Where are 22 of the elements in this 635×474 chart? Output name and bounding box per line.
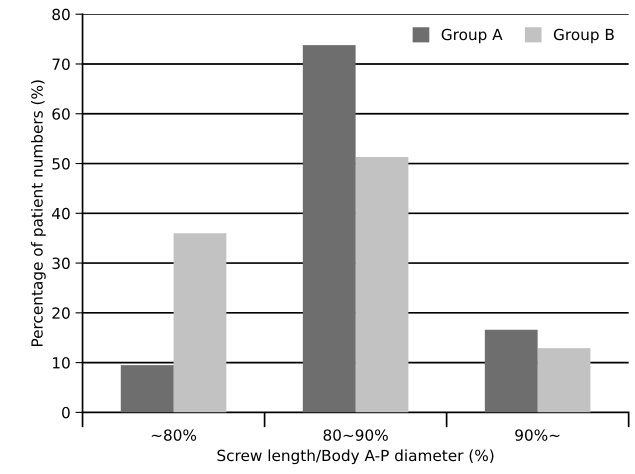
y-tick-label: 30 <box>52 258 70 270</box>
x-axis-title: Screw length/Body A-P diameter (%) <box>217 449 494 464</box>
y-tick-label: 50 <box>52 158 70 170</box>
x-tick-label: 80~90% <box>324 429 388 441</box>
y-tick-label: 10 <box>52 357 70 369</box>
y-tick-label: 60 <box>52 108 70 120</box>
bar <box>356 157 408 412</box>
y-tick-label: 70 <box>52 58 70 70</box>
y-tick-label: 40 <box>52 208 70 220</box>
bar <box>174 233 226 412</box>
bar <box>120 365 174 412</box>
y-axis-title: Percentage of patient numbers (%) <box>30 80 46 346</box>
y-tick-label: 0 <box>62 406 70 418</box>
y-tick-label: 20 <box>52 307 70 319</box>
bar <box>484 330 538 412</box>
bar <box>538 348 590 412</box>
y-tick-label: 80 <box>52 8 70 20</box>
legend-label: Group B <box>554 28 614 44</box>
x-tick-label: ~80% <box>152 429 196 441</box>
x-tick-label: 90%~ <box>515 429 560 441</box>
legend-label: Group A <box>442 28 503 44</box>
bar <box>302 45 356 412</box>
